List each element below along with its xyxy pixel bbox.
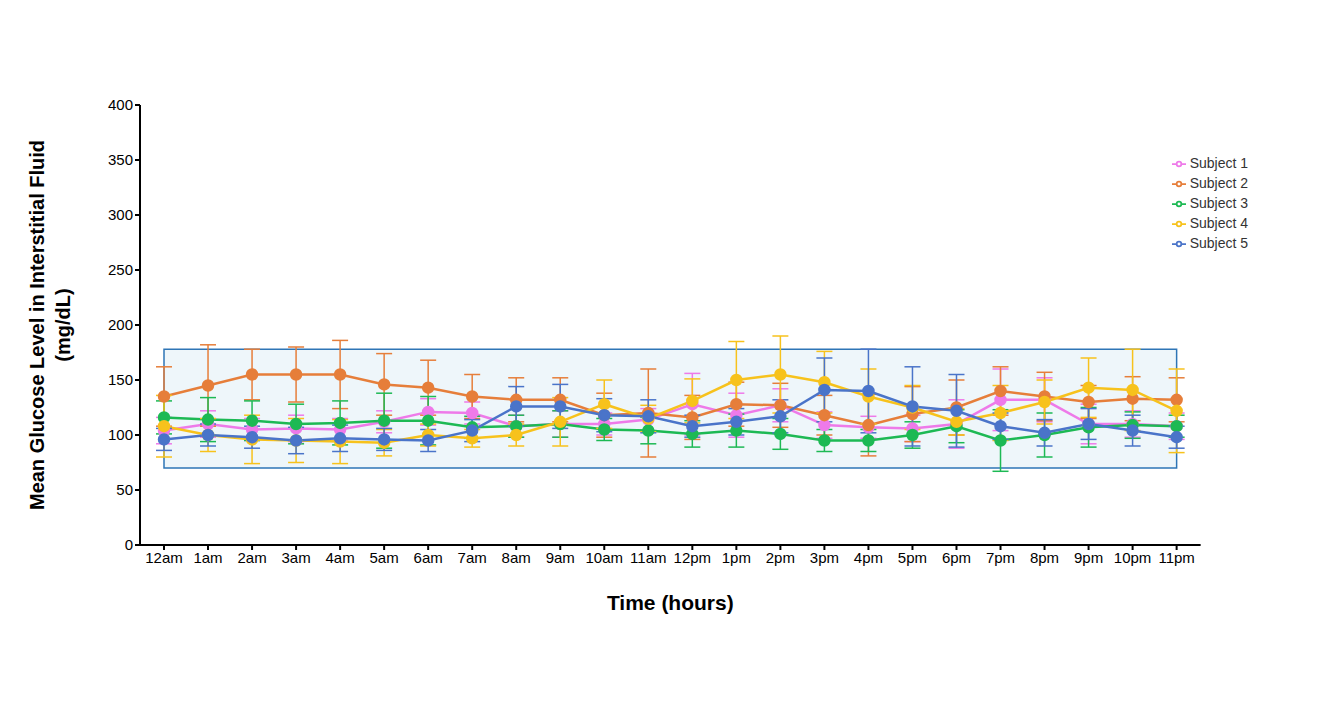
svg-text:7pm: 7pm — [986, 549, 1015, 566]
svg-text:250: 250 — [108, 261, 133, 278]
svg-text:3pm: 3pm — [810, 549, 839, 566]
svg-text:2pm: 2pm — [766, 549, 795, 566]
svg-text:1am: 1am — [193, 549, 222, 566]
svg-text:0: 0 — [125, 536, 133, 553]
svg-text:300: 300 — [108, 206, 133, 223]
svg-text:Mean Glucose Level in Intersti: Mean Glucose Level in Interstitial Fluid — [26, 140, 48, 510]
svg-text:9am: 9am — [546, 549, 575, 566]
html-text:Subject 4: Subject 4 — [1189, 215, 1248, 231]
svg-text:6am: 6am — [414, 549, 443, 566]
svg-text:5pm: 5pm — [898, 549, 927, 566]
svg-text:12am: 12am — [145, 549, 183, 566]
svg-text:4pm: 4pm — [854, 549, 883, 566]
svg-text:10am: 10am — [586, 549, 624, 566]
html-text:Subject 2: Subject 2 — [1189, 175, 1248, 191]
svg-text:3am: 3am — [281, 549, 310, 566]
html-text:Subject 3: Subject 3 — [1189, 195, 1248, 211]
svg-text:4am: 4am — [326, 549, 355, 566]
svg-text:(mg/dL): (mg/dL) — [52, 288, 74, 361]
svg-text:Time (hours): Time (hours) — [607, 591, 734, 614]
svg-text:1pm: 1pm — [722, 549, 751, 566]
svg-text:8pm: 8pm — [1030, 549, 1059, 566]
svg-text:12pm: 12pm — [674, 549, 712, 566]
svg-text:350: 350 — [108, 151, 133, 168]
svg-text:100: 100 — [108, 426, 133, 443]
svg-text:9pm: 9pm — [1074, 549, 1103, 566]
svg-text:11am: 11am — [630, 549, 666, 566]
svg-text:2am: 2am — [237, 549, 266, 566]
svg-text:400: 400 — [108, 96, 133, 113]
svg-text:5am: 5am — [370, 549, 399, 566]
svg-text:11pm: 11pm — [1158, 549, 1194, 566]
svg-text:7am: 7am — [458, 549, 487, 566]
svg-text:150: 150 — [108, 371, 133, 388]
html-text:Subject 5: Subject 5 — [1189, 235, 1248, 251]
svg-text:10pm: 10pm — [1114, 549, 1152, 566]
svg-text:6pm: 6pm — [942, 549, 971, 566]
html-text:Subject 1: Subject 1 — [1189, 155, 1248, 171]
svg-text:200: 200 — [108, 316, 133, 333]
svg-text:50: 50 — [116, 481, 133, 498]
svg-text:8am: 8am — [502, 549, 531, 566]
